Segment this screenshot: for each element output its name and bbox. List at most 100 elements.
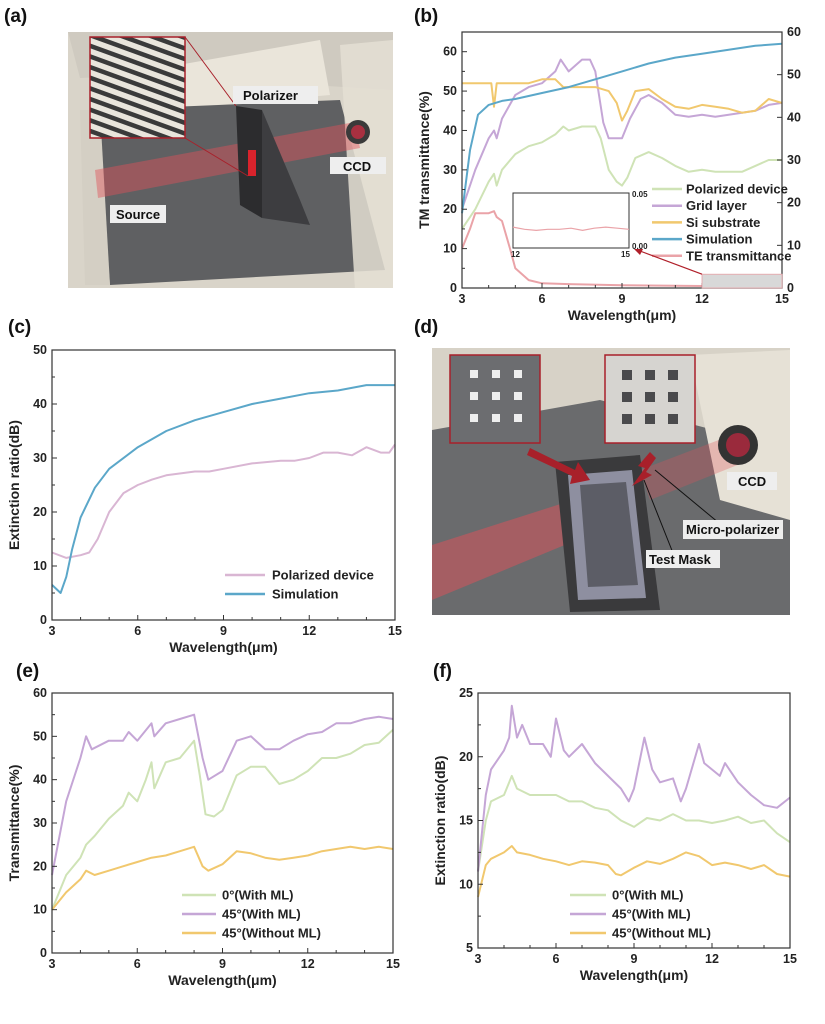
y-right-tick-label: 10 (787, 238, 801, 252)
legend-label: Simulation (272, 587, 339, 602)
y-tick-label: 0 (40, 946, 47, 960)
ccd-label-box (727, 472, 777, 490)
micro-polarizer-label-box (683, 520, 783, 539)
chart-b: 3 6 9 12 1501020304050600102030405060Wavelen… (416, 25, 801, 323)
x-tick-label: 6 (539, 292, 546, 306)
legend-label: Polarized device (686, 182, 788, 197)
y-tick-label: 20 (459, 750, 473, 764)
polarizer-stand (262, 110, 310, 225)
y-tick-label: 15 (459, 814, 473, 828)
inset-y-tick-label: 0.05 (632, 190, 648, 199)
chart-e: 3 6 9 12 15 0 10 20 30 40 50 60 Wavelength(μm) Transm… (6, 686, 400, 988)
y-tick-label: 0 (450, 281, 457, 295)
grating-inset (89, 36, 186, 139)
legend: 0°(With ML) 45°(With ML) 45°(Without ML) (182, 888, 321, 941)
source-label-box (110, 205, 166, 223)
panel-label-e: (e) (16, 661, 39, 682)
x-tick-label: 3 (475, 952, 482, 966)
setup-illustration-d: CCD Micro-polarizer Test Mask (432, 348, 790, 615)
legend-label: Simulation (686, 232, 753, 247)
series-line-2 (51, 384, 395, 594)
y-tick-label: 60 (443, 45, 457, 59)
x-tick-label: 12 (302, 624, 316, 638)
arrow-test-mask (527, 448, 590, 484)
y-tick-label: 30 (33, 451, 47, 465)
inset-chart: 12 150.00 0.05 (511, 190, 648, 259)
zoom-region (701, 273, 783, 289)
legend: Polarized device Simulation (225, 568, 374, 602)
panel-label-a: (a) (4, 6, 27, 27)
series-line-2 (461, 58, 783, 210)
x-tick-label: 6 (134, 624, 141, 638)
x-tick-label: 9 (220, 624, 227, 638)
y-tick-label: 5 (466, 941, 473, 955)
x-tick-label: 12 (695, 292, 709, 306)
ccd-sensor (351, 125, 365, 139)
legend-label: Si substrate (686, 215, 760, 230)
legend-label: 45°(Without ML) (612, 926, 711, 941)
y-axis-title: Extinction ratio(dB) (6, 420, 22, 550)
y-tick-label: 25 (459, 686, 473, 700)
legend-label: TE transmittance (686, 248, 791, 263)
ccd-label-box (330, 157, 386, 174)
panel-label-d: (d) (414, 317, 438, 338)
y-axis-title: Extinction ratio(dB) (432, 756, 448, 886)
inset-x-tick-label: 15 (621, 250, 630, 259)
x-tick-label: 9 (631, 952, 638, 966)
series-line-1 (51, 729, 394, 911)
inset-x-tick-label: 12 (511, 250, 520, 259)
test-mask-label-box (646, 550, 720, 568)
y-tick-label: 10 (459, 877, 473, 891)
leader-line (654, 469, 726, 529)
series-line-3 (477, 845, 791, 898)
x-axis-title: Wavelength(μm) (169, 639, 277, 655)
legend-label: Grid layer (686, 198, 747, 213)
series-line-2 (477, 704, 791, 872)
inset-y-tick-label: 0.00 (632, 242, 648, 251)
x-axis-title: Wavelength(μm) (168, 972, 276, 988)
y-axis-title: Transmittance(%) (6, 765, 22, 882)
y-right-tick-label: 50 (787, 68, 801, 82)
charts: 3 6 9 12 1501020304050600102030405060Wavelen… (6, 25, 801, 988)
x-axis-title: Wavelength(μm) (568, 307, 676, 323)
y-tick-label: 30 (33, 816, 47, 830)
setup-illustration-a: Polarizer CCD Source (68, 32, 393, 288)
legend-label: 45°(Without ML) (222, 926, 321, 941)
test-mask (580, 482, 638, 587)
x-tick-label: 9 (219, 957, 226, 971)
y-right-tick-label: 30 (787, 153, 801, 167)
y-tick-label: 40 (443, 123, 457, 137)
ccd-label: CCD (738, 474, 766, 489)
test-mask-inset (449, 354, 541, 444)
mask-apertures (470, 370, 522, 422)
x-axis-title: Wavelength(μm) (580, 967, 688, 983)
y-right-tick-label: 40 (787, 110, 801, 124)
light-beam (95, 122, 360, 198)
y-right-tick-label: 60 (787, 25, 801, 39)
x-tick-label: 6 (134, 957, 141, 971)
series-line-5 (461, 210, 782, 287)
panel-label-f: (f) (433, 661, 452, 682)
y-tick-label: 20 (443, 202, 457, 216)
x-tick-label: 12 (301, 957, 315, 971)
source-label: Source (116, 207, 160, 222)
leader-line (643, 479, 674, 554)
series-line-2 (51, 713, 394, 876)
series-line-1 (461, 125, 782, 230)
zoom-line (184, 36, 237, 107)
chart-c: 3 6 9 12 15 0 10 20 30 40 50 Wavelength(μm) Extincti… (6, 343, 402, 655)
x-tick-label: 3 (459, 292, 466, 306)
ccd-sensor (726, 433, 750, 457)
y-right-tick-label: 0 (787, 281, 794, 295)
legend: 0°(With ML) 45°(With ML) 45°(Without ML) (570, 888, 711, 941)
inset-frame (512, 192, 630, 249)
x-tick-label: 6 (553, 952, 560, 966)
y-tick-label: 0 (40, 613, 47, 627)
series-line-3 (462, 78, 783, 122)
y-tick-label: 20 (33, 505, 47, 519)
y-tick-label: 10 (33, 559, 47, 573)
inset-series-line (512, 226, 630, 232)
series-line-1 (477, 774, 791, 872)
